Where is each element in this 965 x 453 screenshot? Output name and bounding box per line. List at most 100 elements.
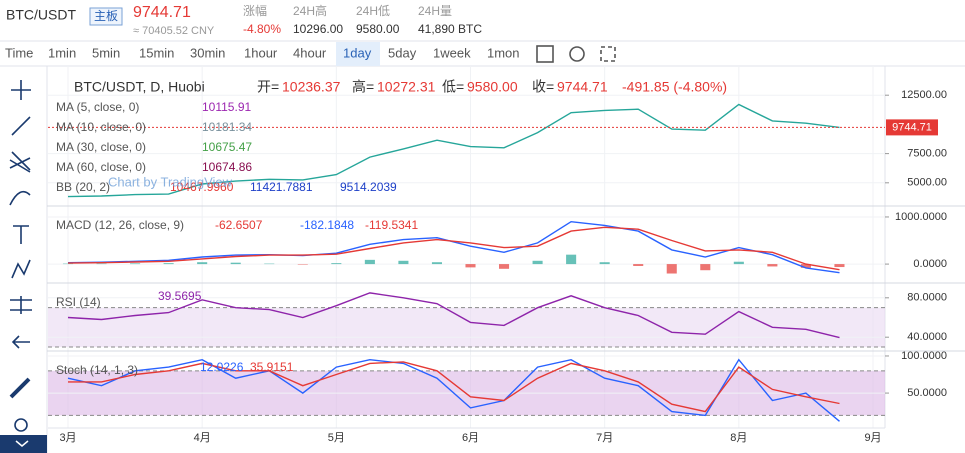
ohlc-value: 10272.31 [377, 79, 436, 95]
histogram-bar [331, 263, 342, 265]
timeframe-tab[interactable]: 1min [48, 45, 76, 60]
indicator-value: -119.5341 [365, 218, 418, 232]
histogram-bar [364, 259, 375, 265]
stat-label: 24H高 [293, 3, 327, 18]
y-tick-label: 5000.00 [907, 177, 947, 189]
crosshair-tool[interactable] [11, 80, 31, 100]
brush-tool[interactable] [9, 190, 31, 206]
y-tick-label: 100.0000 [901, 350, 947, 362]
series-line [67, 103, 840, 198]
line-tool[interactable] [11, 116, 31, 136]
stat-value: 9580.00 [356, 22, 400, 36]
histogram-bar [566, 254, 577, 265]
histogram-bar [398, 260, 409, 265]
pattern-tool[interactable] [11, 259, 31, 279]
collapse-arrow [15, 440, 29, 447]
price: 9744.71 [133, 4, 191, 21]
indicator-value: 11421.7881 [250, 180, 313, 194]
histogram-bar [465, 264, 476, 268]
measure-tool[interactable] [10, 296, 32, 314]
x-tick-label: 7月 [596, 432, 613, 444]
left-toolbar[interactable] [0, 80, 47, 453]
back-tool[interactable] [11, 335, 30, 349]
histogram-bar [431, 262, 442, 265]
stat-value: 10296.00 [293, 22, 343, 36]
indicator-value: 12.0226 [200, 360, 244, 374]
indicator-name: BB (20, 2) [56, 180, 110, 194]
histogram-bar [130, 263, 141, 265]
timeframe-tab[interactable]: 15min [139, 45, 174, 60]
x-tick-label: 9月 [864, 432, 881, 444]
pane-title: MACD (12, 26, close, 9) [56, 218, 184, 232]
timeframe-tab[interactable]: 4hour [293, 45, 327, 60]
indicator-value: 10675.47 [202, 140, 252, 154]
histogram-bar [197, 262, 208, 265]
x-tick-label: 5月 [328, 432, 345, 444]
x-tick-label: 6月 [462, 432, 479, 444]
band-fill [48, 307, 885, 348]
text-tool[interactable] [13, 225, 29, 244]
timeframe-tab[interactable]: Time [5, 45, 33, 60]
ohlc-label: 高= [352, 79, 374, 95]
indicator-value: 9514.2039 [340, 180, 397, 194]
indicator-name: MA (30, close, 0) [56, 140, 146, 154]
histogram-bar [767, 264, 778, 267]
stat-label: 涨幅 [243, 3, 267, 18]
fib-tool[interactable] [9, 151, 31, 173]
pane-title: RSI (14) [56, 295, 101, 309]
settings-icon[interactable] [569, 46, 585, 62]
timeframe-tab[interactable]: 1week [433, 45, 471, 60]
histogram-bar [834, 264, 845, 268]
histogram-bar [532, 260, 543, 265]
series-line [67, 358, 840, 422]
histogram-bar [230, 262, 241, 265]
indicator-icon[interactable] [536, 45, 554, 63]
timeframe-tab[interactable]: 5day [388, 45, 417, 60]
histogram-bar [499, 264, 510, 269]
last-price-label: 9744.71 [892, 121, 932, 133]
fullscreen-icon[interactable] [600, 46, 616, 62]
timeframe-tab[interactable]: 30min [190, 45, 225, 60]
toolbar-icons[interactable] [536, 45, 616, 63]
y-tick-label: 0.0000 [913, 258, 947, 270]
series-line [68, 361, 840, 413]
board-label: 主板 [94, 9, 118, 23]
pane-title: Stoch (14, 1, 3) [56, 363, 138, 377]
histogram-bar [800, 264, 811, 268]
indicator-name: MA (5, close, 0) [56, 100, 139, 114]
board-badge[interactable] [89, 7, 123, 26]
histogram-bar [700, 264, 711, 271]
ohlc-value: 9744.71 [557, 79, 608, 95]
timeframe-tab[interactable]: 1mon [487, 45, 520, 60]
cny-price: ≈ 70405.52 CNY [133, 25, 215, 37]
indicator-value: 35.9151 [250, 360, 294, 374]
indicator-value: 10674.86 [202, 160, 252, 174]
indicator-value: 10115.91 [202, 100, 251, 114]
x-tick-label: 3月 [59, 432, 76, 444]
stat-value: 41,890 BTC [418, 22, 482, 36]
timeframe-tab[interactable]: 5min [92, 45, 120, 60]
y-tick-label: 80.0000 [907, 292, 947, 304]
histogram-bar [666, 264, 677, 274]
histogram-bar [733, 261, 744, 265]
timeframe-tab[interactable]: 1day [343, 45, 372, 60]
zoom-tool[interactable] [14, 418, 28, 432]
histogram-bar [163, 263, 174, 265]
ruler-tool[interactable] [9, 377, 31, 399]
y-tick-label: 7500.00 [907, 148, 947, 160]
series-line [67, 292, 840, 339]
stat-label: 24H量 [418, 4, 452, 18]
stat-label: 24H低 [356, 4, 390, 18]
timeframe-tab[interactable]: 1hour [244, 45, 278, 60]
stat-value: -4.80% [243, 22, 281, 36]
y-tick-label: 1000.0000 [895, 211, 947, 223]
pane-title: BTC/USDT, D, Huobi [74, 79, 205, 95]
ohlc-value: 9580.00 [467, 79, 518, 95]
active-tab [336, 42, 380, 66]
indicator-value: -182.1848 [300, 218, 354, 232]
last-price-tag [886, 119, 938, 136]
y-tick-label: 50.0000 [907, 387, 947, 399]
pair: BTC/USDT [6, 7, 76, 23]
x-tick-label: 8月 [730, 432, 747, 444]
indicator-name: MA (10, close, 0) [56, 120, 146, 134]
